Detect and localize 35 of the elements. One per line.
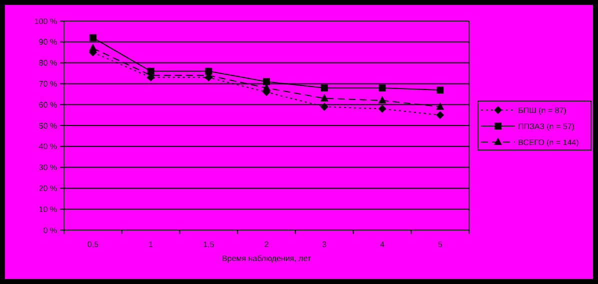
y-tick-label: 30 % bbox=[38, 163, 57, 172]
point bbox=[378, 96, 386, 104]
x-tick-label: 1 bbox=[148, 240, 154, 249]
point bbox=[320, 102, 328, 111]
x-tick-label: 1,5 bbox=[203, 240, 215, 249]
x-tick-label: 3 bbox=[322, 240, 328, 249]
y-tick-label: 50 % bbox=[38, 121, 57, 130]
x-tick-label: 0,5 bbox=[87, 240, 100, 249]
y-tick-label: 0 % bbox=[43, 226, 57, 235]
point bbox=[89, 34, 96, 42]
x-tick-label: 5 bbox=[438, 240, 443, 249]
point bbox=[263, 78, 270, 86]
y-tick-label: 70 % bbox=[38, 80, 57, 88]
legend-label: ВСЕГО (n = 144) bbox=[518, 138, 580, 147]
point bbox=[320, 94, 328, 102]
y-tick-label: 60 % bbox=[38, 100, 57, 110]
point bbox=[436, 102, 444, 110]
point bbox=[378, 84, 386, 92]
point bbox=[205, 68, 212, 75]
x-tick-label: 2 bbox=[264, 240, 270, 249]
point bbox=[320, 84, 328, 92]
y-tick-label: 40 % bbox=[38, 142, 57, 152]
y-tick-label: 10 % bbox=[38, 204, 57, 214]
legend-label: ППЗАЗ (n = 57) bbox=[518, 122, 575, 131]
point bbox=[436, 111, 444, 120]
y-tick-label: 80 % bbox=[38, 58, 57, 68]
legend-label: БПШ (n = 87) bbox=[518, 106, 567, 115]
x-tick-label: 4 bbox=[380, 240, 385, 249]
point bbox=[436, 86, 444, 94]
point bbox=[147, 68, 154, 75]
y-tick-label: 90 % bbox=[38, 38, 57, 47]
y-tick-label: 100 % bbox=[34, 16, 57, 26]
y-tick-label: 20 % bbox=[38, 184, 57, 193]
x-axis-title: Время наблюдения, лет bbox=[222, 254, 312, 263]
point bbox=[378, 104, 386, 113]
